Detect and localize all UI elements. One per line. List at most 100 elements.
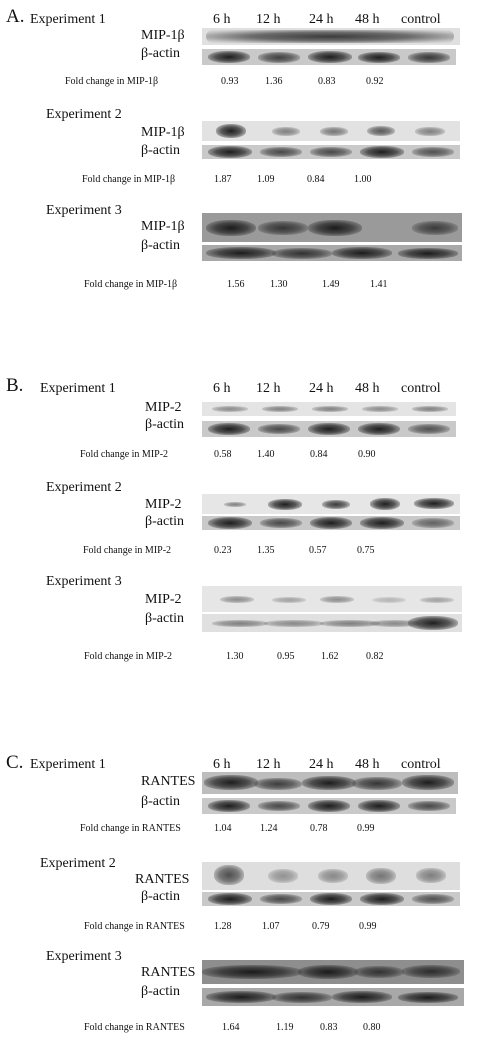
panel-a-exp1-fold-24h: 0.83 — [318, 76, 336, 87]
panel-a-exp2-fold-label: Fold change in MIP-1β — [82, 174, 176, 185]
panel-b-exp3-protein-blot — [202, 586, 462, 612]
panel-a-exp1-actin-blot — [202, 49, 456, 65]
panel-a-exp1-fold-label: Fold change in MIP-1β — [65, 76, 159, 87]
panel-c-exp1-actin-label: β-actin — [141, 794, 180, 809]
panel-a-exp3-actin-label: β-actin — [141, 238, 180, 253]
panel-c-exp2-actin-blot — [202, 892, 460, 906]
panel-a-exp3-fold-24h: 1.49 — [322, 279, 340, 290]
panel-a-exp2-actin-blot — [202, 145, 460, 159]
panel-a-exp3-protein-label: MIP-1β — [141, 219, 185, 234]
panel-a-letter: A. — [6, 6, 25, 27]
panel-c-exp2-fold-label: Fold change in RANTES — [84, 921, 185, 932]
panel-c-exp2-fold-48h: 0.99 — [359, 921, 377, 932]
panel-b-exp3-fold-12h: 0.95 — [277, 651, 295, 662]
panel-b-exp2-fold-24h: 0.57 — [309, 545, 327, 556]
panel-a-exp2-fold-12h: 1.09 — [257, 174, 275, 185]
panel-b-exp2-protein-label: MIP-2 — [145, 497, 182, 512]
time-label-6h: 6 h — [213, 381, 231, 396]
panel-b-exp2-fold-12h: 1.35 — [257, 545, 275, 556]
time-label-control: control — [401, 12, 441, 27]
panel-b-exp3-fold-6h: 1.30 — [226, 651, 244, 662]
panel-c-exp1-fold-6h: 1.04 — [214, 823, 232, 834]
panel-c-exp3-fold-12h: 1.19 — [276, 1022, 294, 1033]
panel-c-exp3-fold-48h: 0.80 — [363, 1022, 381, 1033]
time-label-6h: 6 h — [213, 12, 231, 27]
panel-a-exp1-fold-48h: 0.92 — [366, 76, 384, 87]
panel-b-exp1-protein-blot — [202, 402, 456, 416]
panel-b-exp3-fold-24h: 1.62 — [321, 651, 339, 662]
panel-c-exp1-label: Experiment 1 — [30, 757, 106, 772]
panel-c-exp3-protein-blot — [202, 960, 464, 984]
panel-c-exp1-protein-label: RANTES — [141, 774, 196, 789]
panel-c-exp3-fold-label: Fold change in RANTES — [84, 1022, 185, 1033]
panel-a-exp2-fold-24h: 0.84 — [307, 174, 325, 185]
panel-a-exp1-protein-label: MIP-1β — [141, 28, 185, 43]
time-label-48h: 48 h — [355, 381, 380, 396]
panel-c-exp1-fold-12h: 1.24 — [260, 823, 278, 834]
time-label-48h: 48 h — [355, 12, 380, 27]
panel-b-exp2-fold-label: Fold change in MIP-2 — [83, 545, 172, 556]
panel-c-exp2-fold-12h: 1.07 — [262, 921, 280, 932]
panel-c-exp2-fold-24h: 0.79 — [312, 921, 330, 932]
panel-c-exp2-protein-blot — [202, 862, 460, 890]
panel-b-exp3-actin-blot — [202, 614, 462, 632]
time-label-24h: 24 h — [309, 757, 334, 772]
panel-a-exp3-protein-blot — [202, 213, 462, 242]
panel-a-exp3-fold-12h: 1.30 — [270, 279, 288, 290]
panel-b-exp1-actin-label: β-actin — [145, 417, 184, 432]
panel-c-exp3-fold-24h: 0.83 — [320, 1022, 338, 1033]
panel-b-exp2-actin-label: β-actin — [145, 514, 184, 529]
time-label-control: control — [401, 757, 441, 772]
panel-c-exp3-label: Experiment 3 — [46, 949, 122, 964]
time-label-24h: 24 h — [309, 381, 334, 396]
panel-c-exp3-fold-6h: 1.64 — [222, 1022, 240, 1033]
panel-a-exp2-protein-blot — [202, 121, 460, 141]
panel-b-exp3-fold-label: Fold change in MIP-2 — [84, 651, 173, 662]
panel-c-exp1-fold-48h: 0.99 — [357, 823, 375, 834]
panel-b-exp1-fold-6h: 0.58 — [214, 449, 232, 460]
panel-b-exp2-fold-6h: 0.23 — [214, 545, 232, 556]
panel-a-exp2-fold-6h: 1.87 — [214, 174, 232, 185]
time-label-12h: 12 h — [256, 381, 281, 396]
time-label-48h: 48 h — [355, 757, 380, 772]
panel-b-exp1-fold-48h: 0.90 — [358, 449, 376, 460]
panel-c-exp3-actin-blot — [202, 988, 464, 1006]
panel-b-exp3-fold-48h: 0.82 — [366, 651, 384, 662]
panel-b-exp3-protein-label: MIP-2 — [145, 592, 182, 607]
time-label-24h: 24 h — [309, 12, 334, 27]
panel-a-exp1-label: Experiment 1 — [30, 12, 106, 27]
panel-a-exp2-actin-label: β-actin — [141, 143, 180, 158]
panel-c-exp2-actin-label: β-actin — [141, 889, 180, 904]
panel-a-exp2-fold-48h: 1.00 — [354, 174, 372, 185]
panel-c-letter: C. — [6, 752, 24, 773]
panel-a-exp3-label: Experiment 3 — [46, 203, 122, 218]
panel-b-exp1-fold-label: Fold change in MIP-2 — [80, 449, 169, 460]
time-label-12h: 12 h — [256, 757, 281, 772]
panel-b-exp2-protein-blot — [202, 494, 460, 514]
panel-a-exp2-label: Experiment 2 — [46, 107, 122, 122]
panel-b-exp1-label: Experiment 1 — [40, 381, 116, 396]
panel-a-exp3-actin-blot — [202, 245, 462, 261]
time-label-control: control — [401, 381, 441, 396]
panel-b-exp1-fold-24h: 0.84 — [310, 449, 328, 460]
panel-c-exp3-protein-label: RANTES — [141, 965, 196, 980]
panel-c-exp2-fold-6h: 1.28 — [214, 921, 232, 932]
panel-b-exp3-actin-label: β-actin — [145, 611, 184, 626]
panel-c-exp1-fold-label: Fold change in RANTES — [80, 823, 181, 834]
panel-b-exp3-label: Experiment 3 — [46, 574, 122, 589]
panel-b-exp2-actin-blot — [202, 516, 460, 530]
panel-b-exp1-protein-label: MIP-2 — [145, 400, 182, 415]
panel-c-exp1-protein-blot — [202, 772, 458, 794]
panel-a-exp3-fold-48h: 1.41 — [370, 279, 388, 290]
panel-c-exp1-actin-blot — [202, 798, 456, 814]
panel-b-exp1-fold-12h: 1.40 — [257, 449, 275, 460]
panel-b-exp2-label: Experiment 2 — [46, 480, 122, 495]
panel-b-exp1-actin-blot — [202, 421, 456, 437]
panel-a-exp1-actin-label: β-actin — [141, 46, 180, 61]
panel-c-exp2-label: Experiment 2 — [40, 856, 116, 871]
panel-a-exp3-fold-label: Fold change in MIP-1β — [84, 279, 178, 290]
panel-a-exp1-protein-blot — [202, 28, 460, 45]
panel-a-exp3-fold-6h: 1.56 — [227, 279, 245, 290]
panel-a-exp1-fold-6h: 0.93 — [221, 76, 239, 87]
panel-a-exp2-protein-label: MIP-1β — [141, 125, 185, 140]
